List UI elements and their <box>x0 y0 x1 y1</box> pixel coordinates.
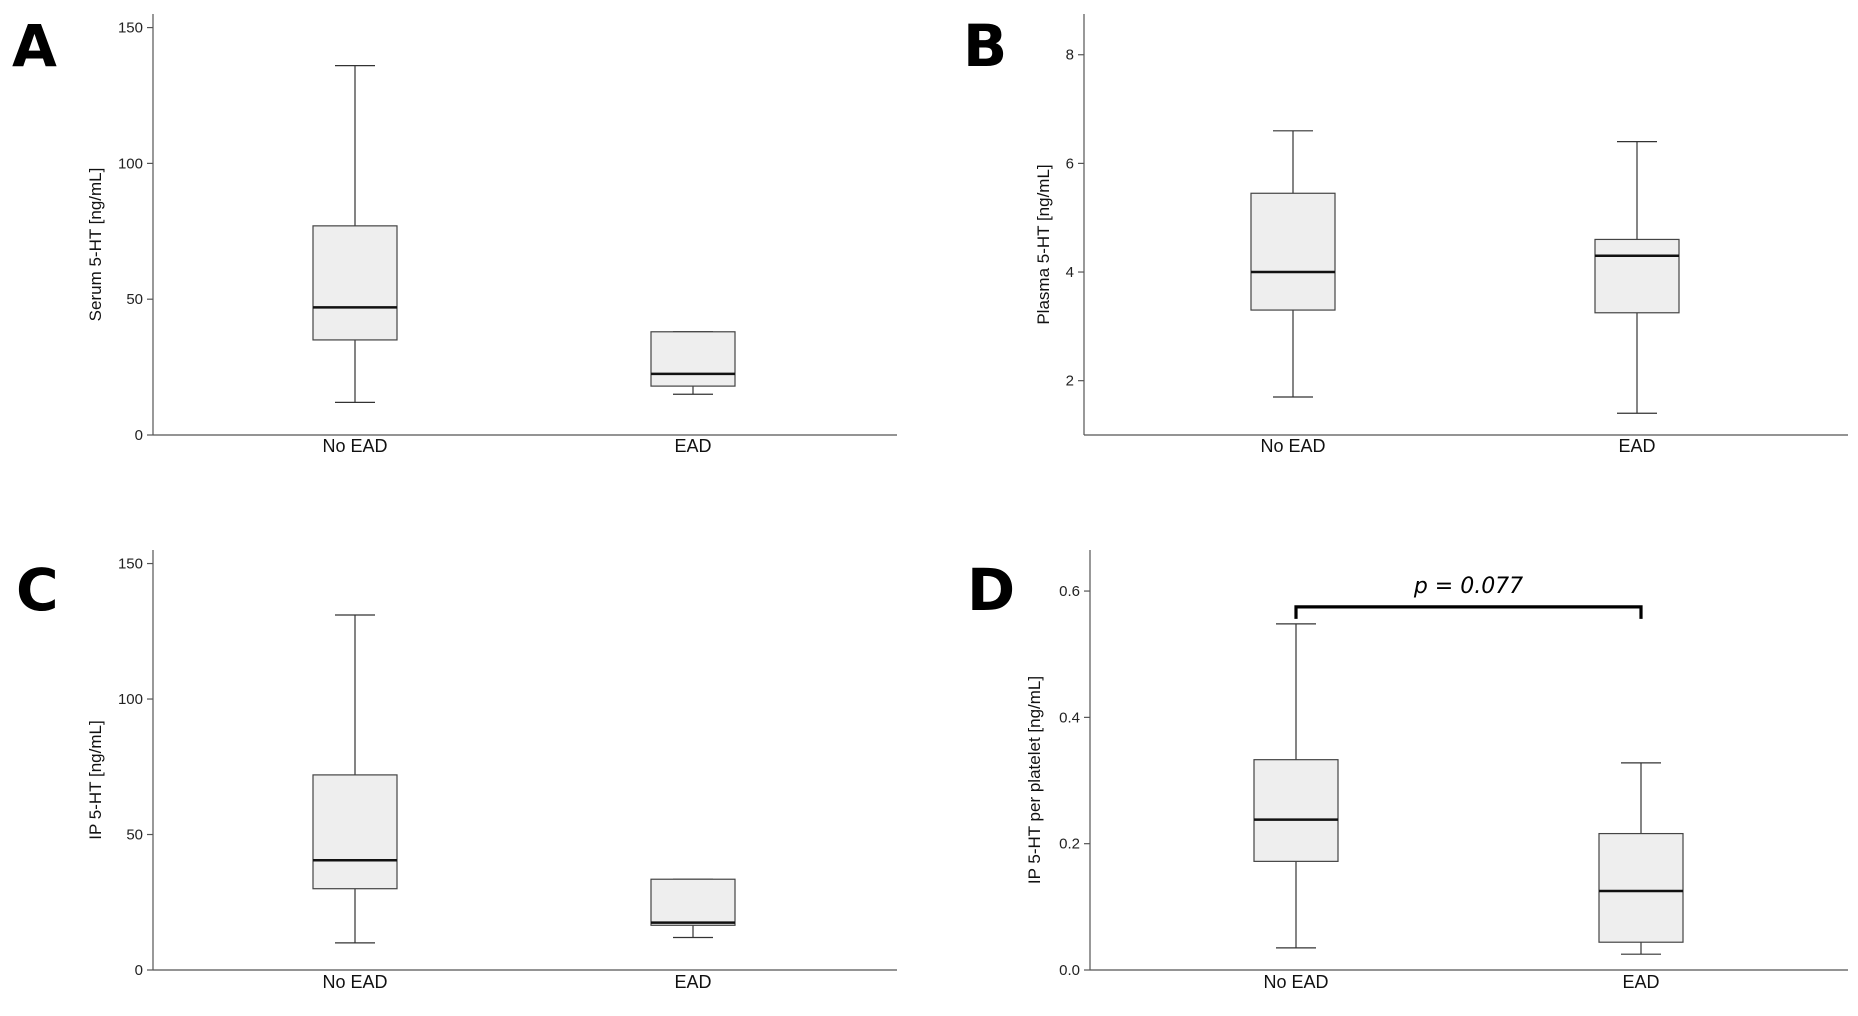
p-value-label: p = 0.077 <box>1413 574 1523 599</box>
y-tick-label: 100 <box>118 155 143 172</box>
x-category-label: No EAD <box>1263 972 1328 992</box>
y-tick-label: 0 <box>135 962 143 979</box>
x-category-label: EAD <box>1622 972 1659 992</box>
iqr-box <box>1598 832 1684 943</box>
iqr-box <box>650 878 736 926</box>
significance-bracket <box>1294 605 1643 619</box>
box-no-ead <box>312 65 398 404</box>
panel-letter: A <box>12 12 57 80</box>
y-tick-label: 8 <box>1066 47 1074 64</box>
panel-letter: C <box>16 556 59 624</box>
x-category-label: EAD <box>674 436 711 456</box>
iqr-box <box>312 225 398 341</box>
box-no-ead <box>1250 130 1336 398</box>
x-category-label: No EAD <box>322 436 387 456</box>
y-tick-label: 50 <box>126 827 143 844</box>
y-tick-label: 2 <box>1066 373 1074 390</box>
iqr-box <box>1253 759 1339 862</box>
x-category-label: EAD <box>1618 436 1655 456</box>
y-tick-label: 150 <box>118 20 143 37</box>
y-tick-label: 0.2 <box>1059 836 1080 853</box>
y-axis-title: Serum 5-HT [ng/mL] <box>86 168 105 322</box>
y-tick-label: 100 <box>118 691 143 708</box>
y-tick-label: 0.4 <box>1059 709 1080 726</box>
panel-letter: B <box>963 12 1007 80</box>
iqr-box <box>312 774 398 890</box>
y-tick-label: 0.6 <box>1059 583 1080 600</box>
box-ead <box>1594 141 1680 414</box>
x-category-label: EAD <box>674 972 711 992</box>
box-ead <box>1598 762 1684 955</box>
box-no-ead <box>312 614 398 944</box>
panel-letter: D <box>967 556 1015 624</box>
iqr-box <box>1594 238 1680 314</box>
y-axis-title: IP 5-HT [ng/mL] <box>86 720 105 839</box>
y-tick-label: 0 <box>135 427 143 444</box>
panel-a: A 0 50 100 150 Serum 5-HT [ng/mL] No EAD EAD <box>12 12 897 456</box>
y-tick-label: 4 <box>1066 264 1074 281</box>
x-category-label: No EAD <box>322 972 387 992</box>
y-axis-title: Plasma 5-HT [ng/mL] <box>1034 164 1053 324</box>
panel-d: D 0.0 0.2 0.4 0.6 IP 5-HT per platelet [ng/mL… <box>967 550 1848 992</box>
y-tick-label: 150 <box>118 556 143 573</box>
panel-b: B 2 4 6 8 Plasma 5-HT [ng/mL] No EAD EAD <box>963 12 1848 456</box>
panel-c: C 0 50 100 150 IP 5-HT [ng/mL] No EAD EAD <box>16 550 897 992</box>
iqr-box <box>650 331 736 387</box>
y-tick-label: 6 <box>1066 155 1074 172</box>
box-ead <box>650 878 736 939</box>
x-category-label: No EAD <box>1260 436 1325 456</box>
y-tick-label: 0.0 <box>1059 962 1080 979</box>
y-tick-label: 50 <box>126 291 143 308</box>
y-axis-title: IP 5-HT per platelet [ng/mL] <box>1025 676 1044 884</box>
box-no-ead <box>1253 623 1339 949</box>
iqr-box <box>1250 192 1336 311</box>
box-ead <box>650 331 736 395</box>
